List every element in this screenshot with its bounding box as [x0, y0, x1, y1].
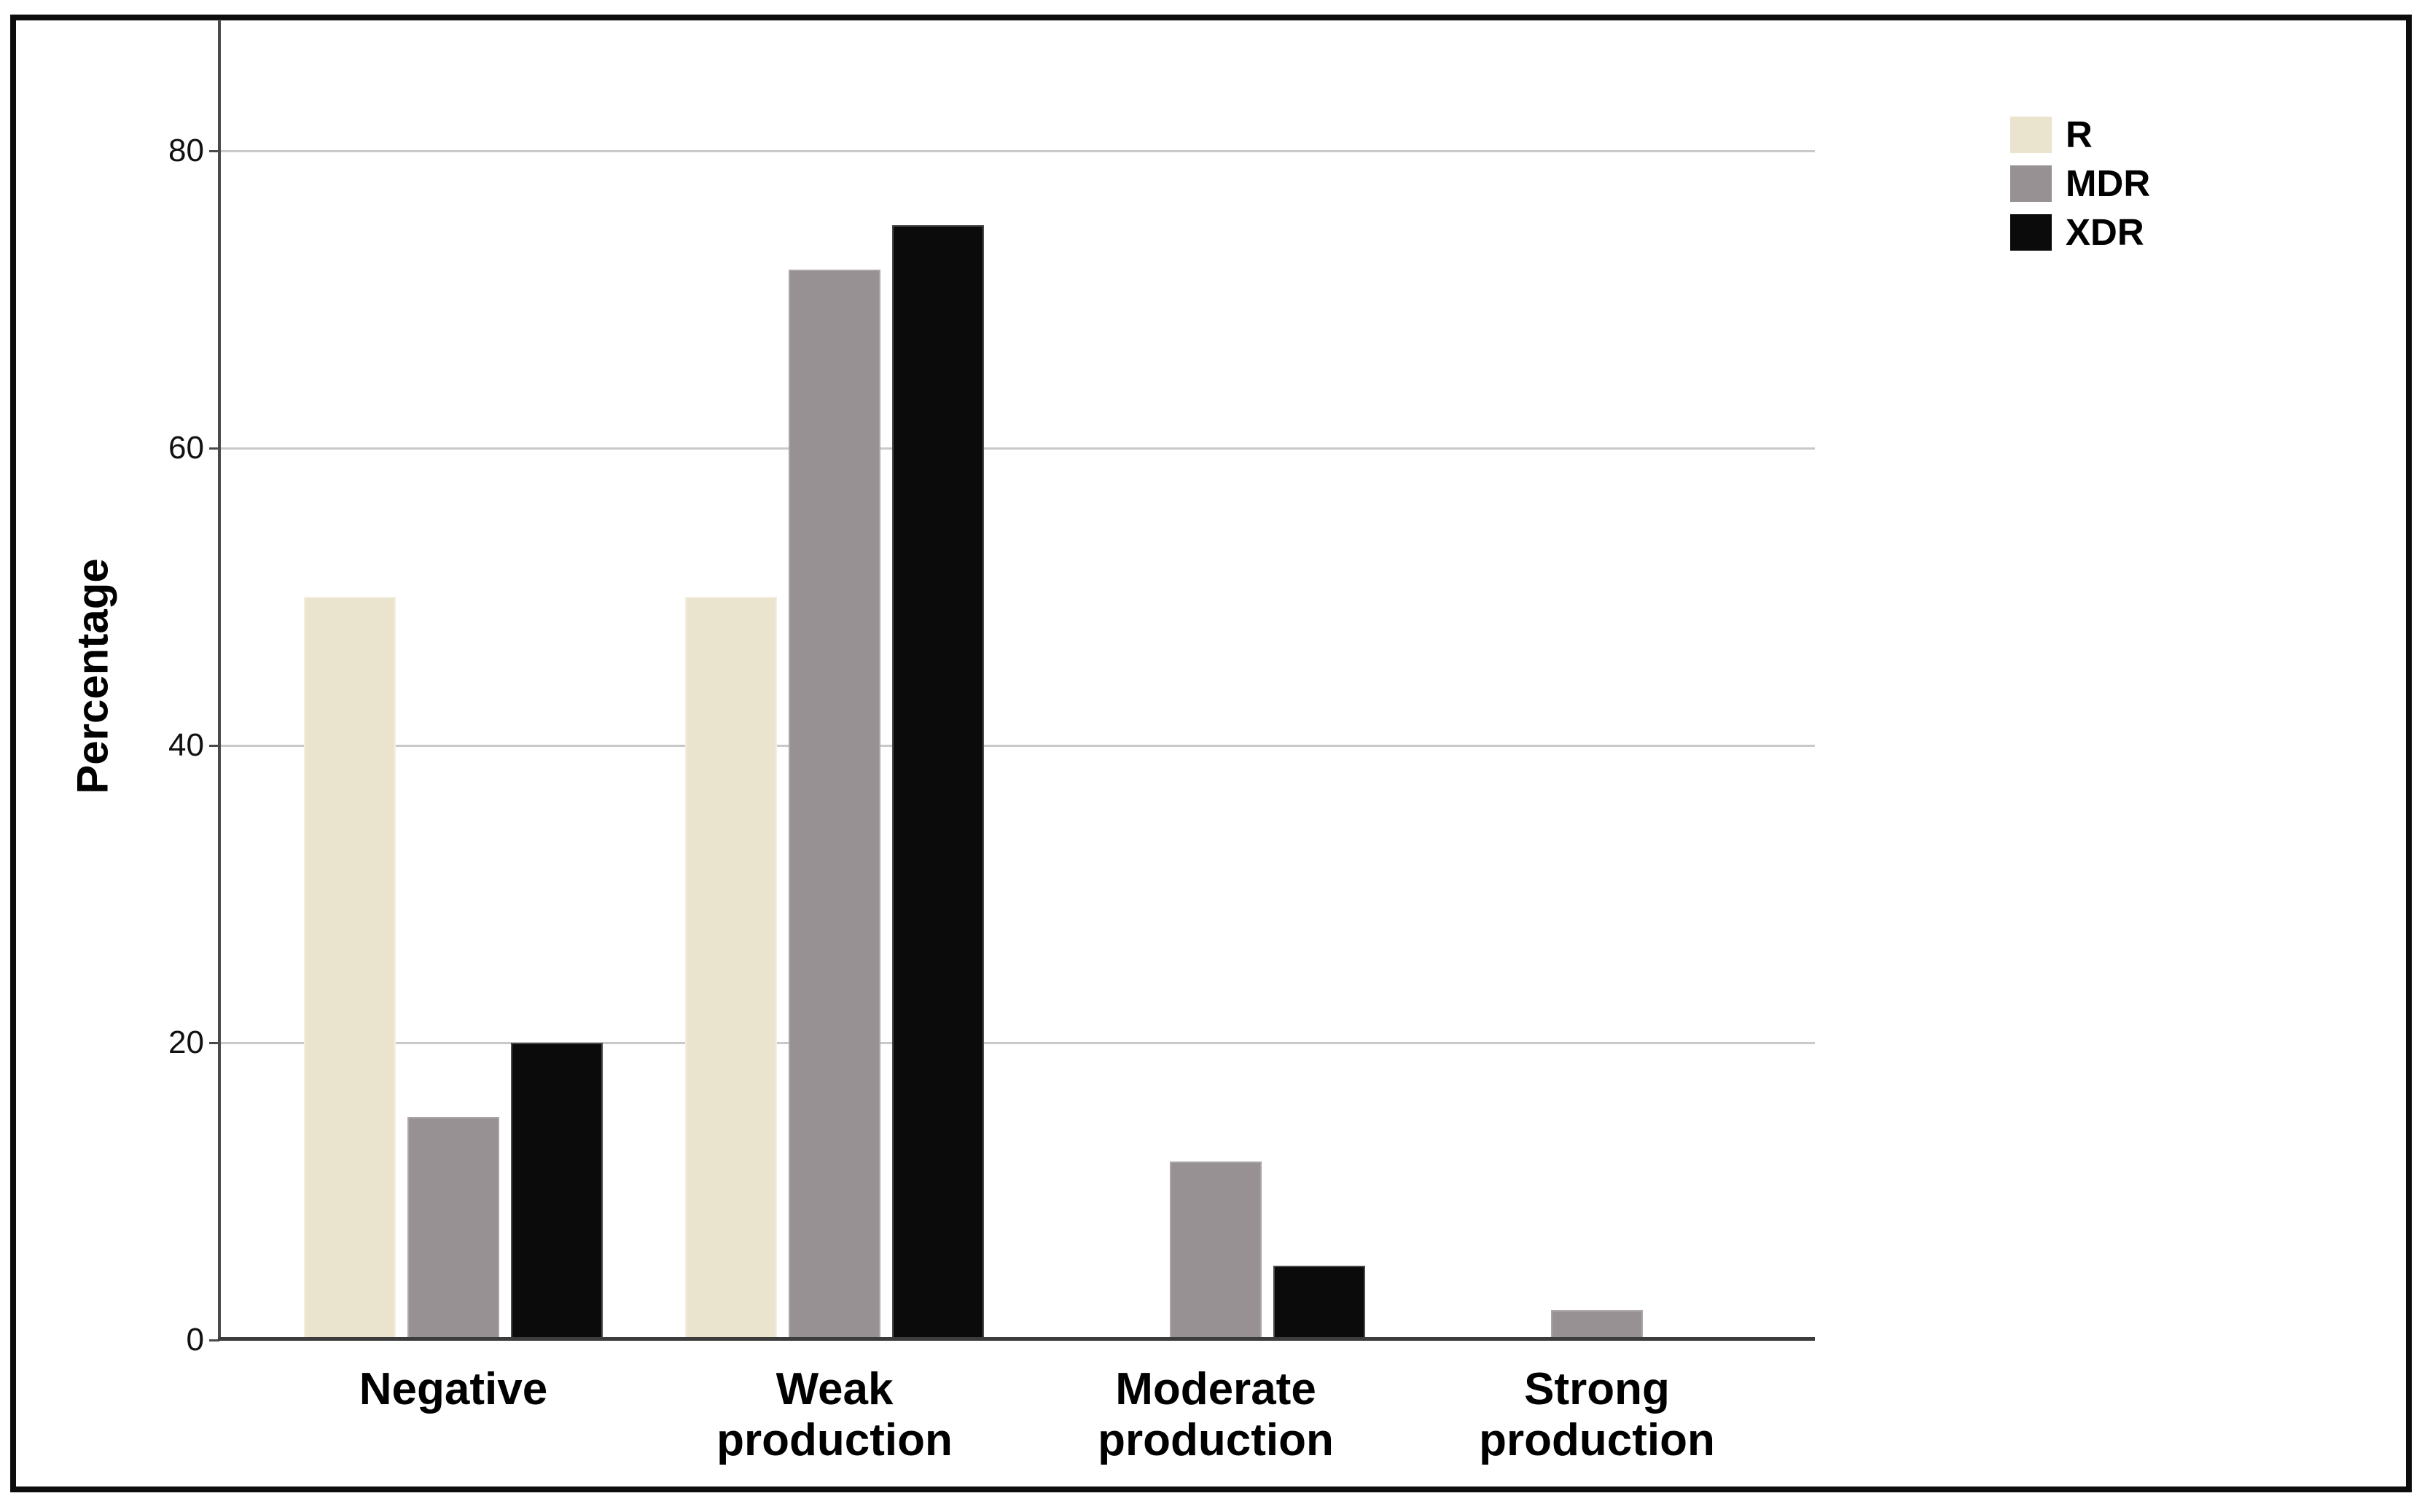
figure-border	[10, 15, 2412, 1492]
bar-strong-mdr	[1551, 1310, 1643, 1340]
legend-swatch-r	[2010, 117, 2052, 153]
bar-weak-xdr	[892, 225, 984, 1340]
category-label-strong-production: Strong production	[1479, 1364, 1715, 1465]
y-tick-mark-80	[209, 150, 219, 152]
legend-item-r: R	[2010, 114, 2150, 155]
y-tick-label-0: 0	[186, 1322, 204, 1358]
legend-item-xdr: XDR	[2010, 214, 2150, 251]
legend: R MDR XDR	[2010, 114, 2150, 251]
y-tick-label-80: 80	[168, 133, 204, 168]
bar-negative-r	[304, 597, 396, 1340]
gridline-80	[219, 150, 1815, 152]
legend-label-xdr: XDR	[2066, 211, 2144, 253]
category-label-negative: Negative	[359, 1364, 548, 1414]
category-label-moderate-production: Moderate production	[1098, 1364, 1334, 1465]
y-axis-line	[218, 20, 221, 1340]
bar-negative-xdr	[511, 1043, 603, 1340]
bar-negative-mdr	[407, 1117, 499, 1340]
y-tick-mark-40	[209, 745, 219, 747]
gridline-60	[219, 447, 1815, 450]
bar-moderate-mdr	[1170, 1162, 1262, 1340]
legend-swatch-mdr	[2010, 165, 2052, 202]
y-tick-label-60: 60	[168, 430, 204, 466]
x-axis-line	[218, 1337, 1815, 1341]
bar-weak-mdr	[789, 270, 880, 1340]
gridline-20	[219, 1042, 1815, 1044]
legend-swatch-xdr	[2010, 214, 2052, 251]
y-tick-mark-20	[209, 1042, 219, 1044]
bar-moderate-xdr	[1273, 1266, 1365, 1340]
category-label-weak-production: Weak production	[716, 1364, 953, 1465]
legend-item-mdr: MDR	[2010, 165, 2150, 202]
legend-label-mdr: MDR	[2066, 162, 2151, 204]
y-tick-label-40: 40	[168, 727, 204, 763]
y-tick-label-20: 20	[168, 1025, 204, 1060]
y-tick-mark-0	[209, 1339, 219, 1341]
y-tick-mark-60	[209, 447, 219, 450]
bar-weak-r	[685, 597, 777, 1340]
legend-label-r: R	[2066, 114, 2093, 155]
y-axis-title: Percentage	[68, 558, 117, 794]
gridline-40	[219, 745, 1815, 747]
